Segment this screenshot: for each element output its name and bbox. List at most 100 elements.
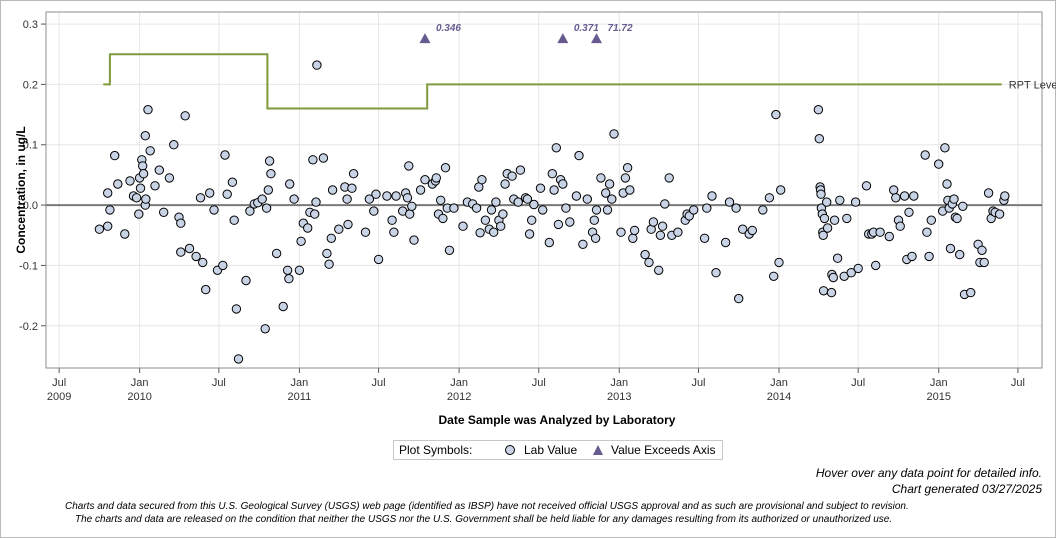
data-point: [601, 188, 611, 198]
x-tick-label: Jan: [930, 377, 948, 389]
data-point: [500, 179, 510, 189]
data-point: [138, 161, 148, 171]
data-point: [513, 197, 523, 207]
x-tick-label: Jan: [291, 377, 309, 389]
data-point: [747, 225, 757, 236]
data-point: [734, 293, 744, 304]
data-point: [227, 177, 238, 187]
data-point: [489, 227, 499, 237]
data-point: [471, 203, 482, 213]
data-point: [105, 205, 115, 215]
data-point: [884, 231, 894, 242]
data-point: [818, 286, 829, 296]
x-tick-label: Jan: [610, 377, 628, 389]
data-point: [818, 230, 828, 241]
data-points[interactable]: [94, 60, 1010, 364]
data-point: [404, 161, 414, 171]
data-point: [322, 248, 332, 259]
data-point: [145, 146, 155, 156]
data-point: [644, 257, 654, 268]
data-point: [819, 213, 830, 224]
data-point: [169, 140, 179, 150]
data-point: [589, 215, 599, 225]
data-point: [498, 209, 508, 219]
rpt-level-line: [103, 53, 1002, 110]
data-point: [103, 188, 113, 198]
data-point: [198, 257, 208, 268]
data-point: [389, 227, 399, 237]
data-point: [822, 197, 832, 207]
x-tick-label: Jul: [532, 377, 546, 389]
data-point: [318, 153, 329, 163]
data-point: [154, 165, 165, 175]
x-tick-year-label: 2012: [447, 391, 471, 403]
data-point: [343, 219, 353, 230]
x-tick-label: Jul: [1011, 377, 1025, 389]
data-point: [347, 183, 357, 193]
data-point: [891, 193, 901, 203]
data-point: [159, 207, 169, 218]
x-tick-year-label: 2011: [288, 391, 312, 403]
data-point: [829, 215, 840, 225]
data-point: [776, 185, 786, 195]
data-point: [264, 156, 275, 166]
data-point: [125, 176, 135, 186]
data-point: [184, 243, 195, 254]
data-point: [271, 248, 282, 259]
data-point: [257, 194, 267, 204]
data-point: [289, 194, 299, 204]
data-point: [689, 205, 699, 215]
data-point: [604, 179, 615, 189]
data-point: [926, 215, 936, 225]
data-point: [983, 188, 994, 198]
data-point: [835, 195, 845, 206]
hover-note: Hover over any data point for detailed i…: [815, 466, 1042, 480]
data-point: [284, 274, 294, 284]
x-tick-label: Jul: [212, 377, 226, 389]
data-point: [561, 203, 571, 213]
data-point: [420, 175, 430, 185]
data-point: [491, 197, 501, 207]
y-tick-label: 0.0: [23, 200, 38, 212]
data-point: [616, 227, 626, 237]
data-point: [527, 215, 537, 225]
data-point: [1000, 191, 1010, 201]
data-point: [310, 209, 320, 219]
data-point: [524, 229, 535, 239]
data-point: [113, 179, 123, 189]
data-point: [764, 193, 775, 203]
data-point: [565, 217, 575, 227]
data-point: [201, 284, 211, 295]
data-point: [657, 221, 668, 231]
data-point: [977, 245, 987, 256]
exceeds-label: 0.371: [574, 23, 599, 34]
exceeds-markers[interactable]: 0.346 0.371 71.72: [419, 23, 633, 44]
data-point: [842, 213, 852, 224]
plot-border: [45, 11, 1043, 369]
data-point: [241, 275, 251, 286]
data-point: [966, 287, 976, 298]
data-point: [861, 181, 872, 191]
data-point: [904, 207, 914, 218]
data-point: [369, 206, 379, 216]
data-point: [285, 179, 295, 189]
data-point: [371, 189, 381, 199]
data-point: [529, 199, 539, 210]
data-point: [266, 169, 276, 179]
y-tick-label: 0.3: [23, 19, 38, 31]
data-point: [477, 175, 487, 185]
data-point: [625, 185, 635, 195]
data-point: [311, 197, 321, 207]
data-point: [436, 195, 446, 206]
data-point: [828, 272, 838, 283]
data-point: [475, 228, 485, 238]
data-point: [507, 171, 517, 181]
data-point: [628, 233, 638, 244]
x-tick-label: Jan: [450, 377, 468, 389]
data-point: [707, 191, 717, 201]
data-point: [547, 169, 557, 179]
data-point: [702, 203, 712, 213]
data-point: [826, 287, 837, 298]
x-tick-year-label: 2009: [47, 391, 71, 403]
grid: [46, 12, 1042, 368]
